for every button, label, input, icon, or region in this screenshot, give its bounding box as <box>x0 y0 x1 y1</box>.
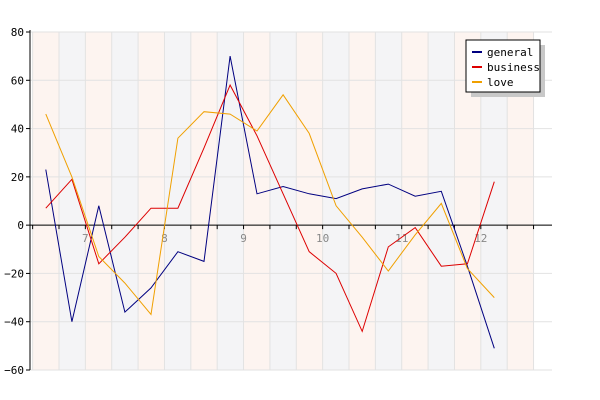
background-band <box>85 32 112 370</box>
background-band <box>32 32 59 370</box>
background-band <box>111 32 139 370</box>
y-tick-label: −40 <box>4 316 24 329</box>
x-tick-label: 10 <box>316 232 329 245</box>
legend-label-general: general <box>487 46 533 59</box>
grid <box>30 31 552 371</box>
series-lines <box>45 56 495 349</box>
series-line-general <box>45 56 495 349</box>
x-tick-label: 9 <box>240 232 247 245</box>
background-band <box>349 32 376 370</box>
background-bands <box>32 32 534 370</box>
background-band <box>190 32 218 370</box>
y-tick-label: 0 <box>17 219 24 232</box>
background-band <box>401 32 429 370</box>
legend-label-business: business <box>487 61 540 74</box>
background-band <box>164 32 192 370</box>
background-band <box>375 32 402 370</box>
background-band <box>137 32 165 370</box>
x-tick-label: 8 <box>161 232 168 245</box>
x-tick-label: 12 <box>474 232 487 245</box>
legend-label-love: love <box>487 76 514 89</box>
background-band <box>428 32 455 370</box>
background-band <box>296 32 323 370</box>
y-tick-label: −20 <box>4 267 24 280</box>
y-tick-label: 20 <box>11 171 24 184</box>
background-band <box>322 32 350 370</box>
background-band <box>58 32 86 370</box>
background-band <box>269 32 297 370</box>
legend: general business love <box>465 39 545 97</box>
background-band <box>243 32 271 370</box>
y-tick-label: 80 <box>11 26 24 39</box>
y-tick-label: 60 <box>11 74 24 87</box>
y-tick-label: 40 <box>11 123 24 136</box>
y-tick-label: −60 <box>4 364 24 377</box>
background-band <box>216 32 244 370</box>
series-line-business <box>45 83 495 333</box>
series-line-love <box>45 93 495 316</box>
x-tick-label: 7 <box>82 232 89 245</box>
